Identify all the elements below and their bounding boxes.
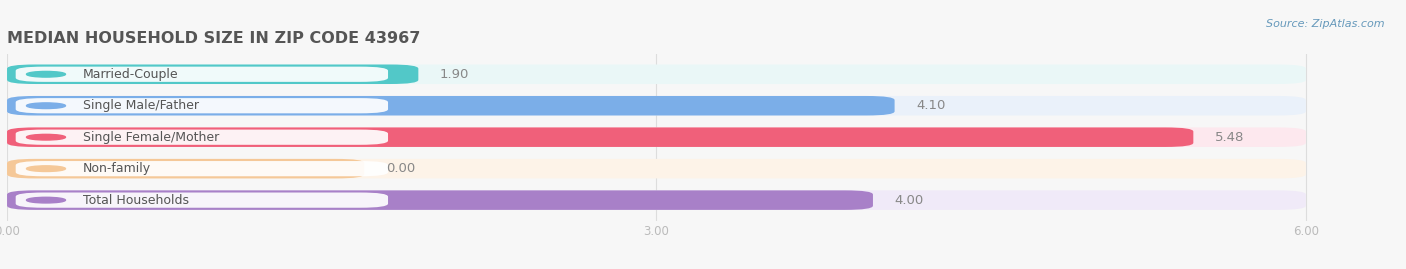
FancyBboxPatch shape — [7, 96, 894, 115]
Text: Single Female/Mother: Single Female/Mother — [83, 131, 219, 144]
Text: 1.90: 1.90 — [440, 68, 470, 81]
FancyBboxPatch shape — [7, 159, 364, 178]
FancyBboxPatch shape — [7, 96, 1306, 115]
FancyBboxPatch shape — [7, 159, 1306, 178]
Text: Total Households: Total Households — [83, 194, 188, 207]
FancyBboxPatch shape — [7, 128, 1194, 147]
Text: Married-Couple: Married-Couple — [83, 68, 179, 81]
FancyBboxPatch shape — [7, 190, 873, 210]
Circle shape — [27, 134, 66, 140]
FancyBboxPatch shape — [15, 130, 388, 145]
Text: Source: ZipAtlas.com: Source: ZipAtlas.com — [1267, 19, 1385, 29]
FancyBboxPatch shape — [15, 161, 388, 176]
Text: 0.00: 0.00 — [385, 162, 415, 175]
FancyBboxPatch shape — [15, 193, 388, 208]
FancyBboxPatch shape — [7, 128, 1306, 147]
FancyBboxPatch shape — [7, 190, 1306, 210]
Circle shape — [27, 72, 66, 77]
Text: 5.48: 5.48 — [1215, 131, 1244, 144]
Text: 4.00: 4.00 — [894, 194, 924, 207]
Circle shape — [27, 197, 66, 203]
Text: MEDIAN HOUSEHOLD SIZE IN ZIP CODE 43967: MEDIAN HOUSEHOLD SIZE IN ZIP CODE 43967 — [7, 31, 420, 46]
Circle shape — [27, 103, 66, 109]
Text: 4.10: 4.10 — [917, 99, 946, 112]
FancyBboxPatch shape — [15, 98, 388, 113]
FancyBboxPatch shape — [15, 67, 388, 82]
FancyBboxPatch shape — [7, 65, 419, 84]
FancyBboxPatch shape — [7, 65, 1306, 84]
Circle shape — [27, 166, 66, 172]
Text: Non-family: Non-family — [83, 162, 150, 175]
Text: Single Male/Father: Single Male/Father — [83, 99, 198, 112]
